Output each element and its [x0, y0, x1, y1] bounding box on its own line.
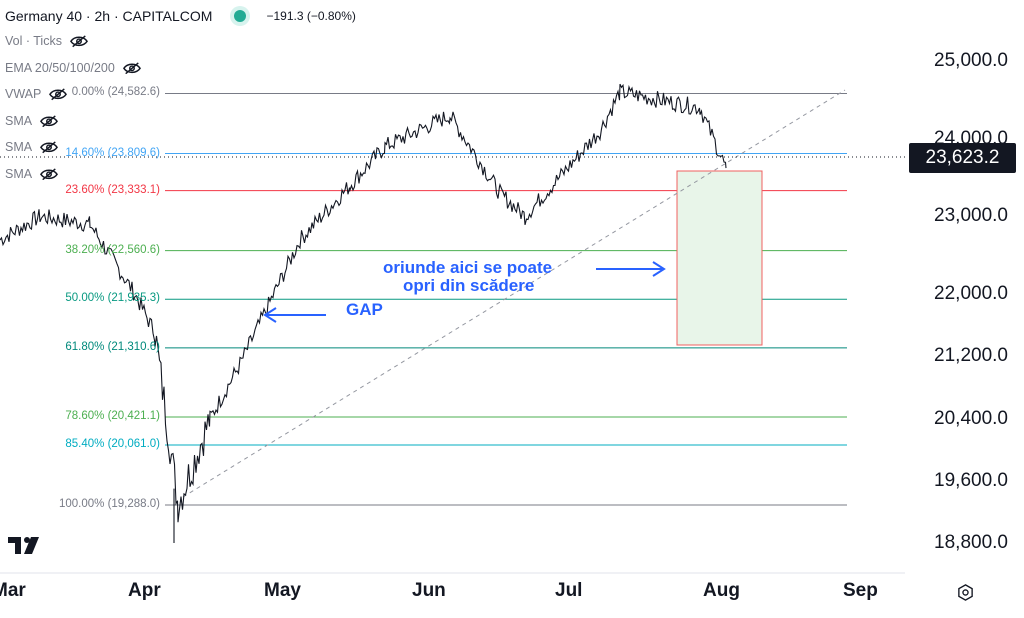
price-tick-label: 22,000.0: [934, 283, 1008, 305]
price-series: [0, 83, 727, 543]
zone-label-line1: oriunde aici se poate: [383, 258, 553, 277]
time-tick-label: May: [264, 580, 301, 601]
indicator-label: SMA: [5, 113, 33, 128]
price-tick-label: 25,000.0: [934, 50, 1008, 71]
indicator-row[interactable]: EMA 20/50/100/200: [5, 61, 141, 75]
indicator-label: Vol · Ticks: [5, 34, 62, 48]
price-tick-label: 19,600.0: [934, 469, 1008, 491]
fib-level-label: 23.60% (23,333.1): [65, 183, 160, 196]
indicator-label: VWAP: [5, 87, 42, 101]
fib-level-label: 14.60% (23,809.6): [65, 146, 160, 159]
indicator-label: SMA: [5, 140, 33, 154]
eye-off-icon[interactable]: [40, 141, 59, 154]
zone-arrow[interactable]: [596, 261, 666, 277]
price-tick-label: 18,800.0: [934, 532, 1008, 553]
indicator-label: EMA 20/50/100/200: [5, 60, 115, 75]
time-tick-label: Aug: [703, 580, 740, 601]
time-tick-label: Mar: [0, 580, 26, 601]
fib-level-label: 61.80% (21,310.6): [65, 340, 160, 353]
eye-off-icon[interactable]: [49, 88, 68, 101]
fib-level-label: 38.20% (22,560.6): [65, 243, 160, 256]
tradingview-logo-icon[interactable]: [8, 535, 42, 555]
indicator-label: SMA: [5, 166, 33, 181]
settings-gear-icon[interactable]: [957, 584, 974, 601]
fibonacci-retracement[interactable]: [165, 92, 847, 506]
eye-off-icon[interactable]: [70, 35, 88, 48]
indicator-row[interactable]: SMA: [5, 166, 59, 181]
time-tick-label: Sep: [843, 580, 878, 601]
price-change: −191.3 (−0.80%): [266, 9, 356, 23]
symbol-title[interactable]: Germany 40 · 2h · CAPITALCOM: [5, 8, 213, 24]
eye-off-icon[interactable]: [40, 167, 59, 180]
gap-arrow[interactable]: [263, 307, 326, 323]
zone-label-line2: opri din scădere: [403, 276, 535, 295]
price-tick-label: 20,400.0: [934, 407, 1008, 429]
market-status-icon: [234, 10, 247, 22]
symbol-legend: Germany 40 · 2h · CAPITALCOM −191.3 (−0.…: [5, 8, 356, 24]
indicator-row[interactable]: Vol · Ticks: [5, 34, 88, 48]
time-tick-label: Jun: [412, 580, 446, 601]
price-tick-label: 23,000.0: [934, 205, 1008, 227]
fib-level-label: 0.00% (24,582.6): [71, 86, 160, 99]
indicator-row[interactable]: VWAP: [5, 87, 68, 101]
price-tick-label: 21,200.0: [934, 345, 1008, 367]
fib-level-label: 78.60% (20,421.1): [65, 409, 160, 422]
fib-level-label: 100.00% (19,288.0): [58, 498, 160, 511]
fib-level-label: 50.00% (21,935.3): [65, 292, 160, 305]
indicator-row[interactable]: SMA: [5, 113, 59, 128]
indicator-row[interactable]: SMA: [5, 140, 59, 154]
eye-off-icon[interactable]: [40, 114, 59, 127]
trend-line[interactable]: [182, 89, 846, 498]
fib-level-label: 85.40% (20,061.0): [65, 437, 160, 450]
eye-off-icon[interactable]: [122, 61, 141, 74]
time-tick-label: Apr: [128, 580, 161, 601]
support-zone-box[interactable]: [676, 170, 763, 346]
gap-label: GAP: [346, 300, 383, 319]
last-price-badge: 23,623.2: [909, 143, 1016, 173]
time-tick-label: Jul: [555, 580, 583, 601]
